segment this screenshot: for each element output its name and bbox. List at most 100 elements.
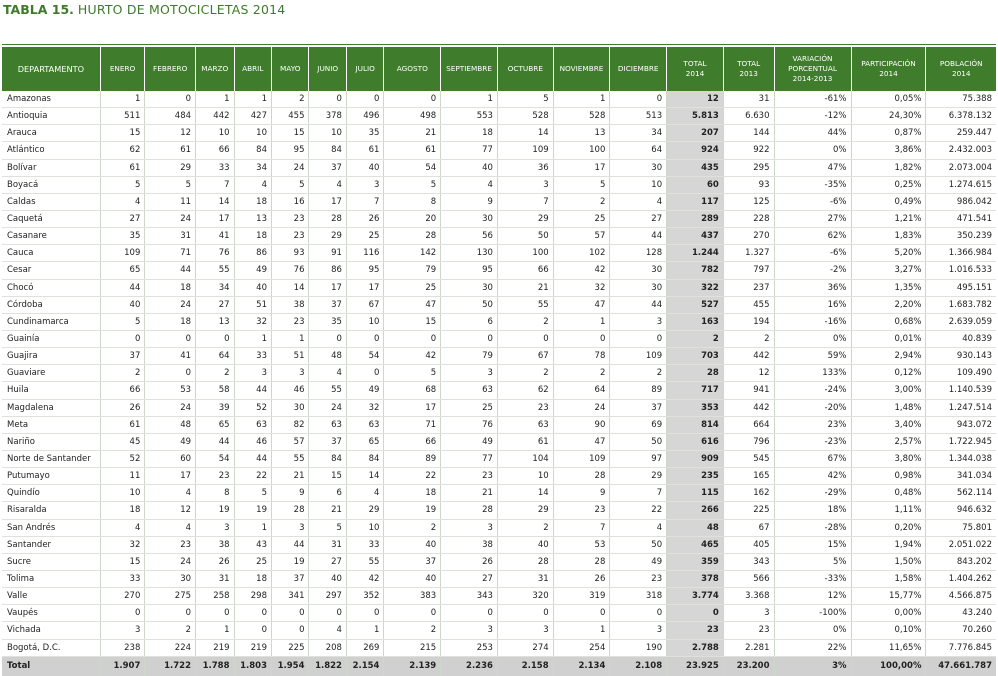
table-cell: 289: [666, 210, 724, 229]
table-cell: 6: [440, 313, 498, 331]
motorcycle-theft-table: DEPARTAMENTO ENERO FEBRERO MARZO ABRIL MAYO JU…: [2, 47, 996, 676]
table-row: Sucre 15 24 26 25 19 27 55 37 26 28 28 49 359 343 5% 1,5…: [2, 553, 996, 571]
table-cell: -35%: [774, 176, 852, 194]
table-cell: 0,49%: [851, 193, 927, 211]
table-cell: 22: [383, 467, 442, 486]
table-cell: -29%: [774, 484, 852, 503]
table-cell: 31: [723, 91, 775, 109]
table-cell: 2,94%: [851, 347, 927, 366]
department-cell: Arauca: [2, 124, 101, 143]
table-cell: 0,01%: [851, 330, 927, 349]
table-cell: -28%: [774, 519, 852, 537]
table-cell: 1.803: [234, 655, 273, 676]
table-cell: 322: [666, 279, 724, 297]
table-row: Casanare 35 31 41 18 23 29 25 28 56 50 57 44 437 270 62…: [2, 227, 996, 246]
table-cell: 1,48%: [851, 399, 927, 417]
table-cell: 37: [308, 433, 347, 451]
table-cell: 2: [609, 364, 668, 383]
table-cell: -6%: [774, 193, 852, 211]
table-cell: 82: [271, 416, 310, 434]
table-cell: 62%: [774, 227, 852, 246]
table-cell: 31: [144, 227, 197, 246]
table-cell: 39: [195, 399, 235, 417]
table-cell: 26: [346, 210, 385, 229]
table-cell: 29: [346, 501, 385, 520]
table-cell: 0: [195, 604, 235, 623]
table-cell: 254: [553, 639, 611, 657]
table-cell: 41: [144, 347, 197, 366]
table-cell: 941: [723, 381, 775, 400]
table-cell: 130: [440, 244, 498, 263]
table-cell: 22%: [774, 639, 852, 657]
table-cell: 238: [100, 639, 146, 657]
table-cell: 4: [609, 519, 668, 537]
table-row: Meta 61 48 65 63 82 63 63 71 76 63 90 69 814 664 23% 3,4…: [2, 416, 996, 434]
table-cell: 24: [553, 399, 611, 417]
table-cell: 219: [195, 639, 235, 657]
table-cell: 2: [553, 364, 611, 383]
table-cell: 10: [497, 467, 554, 486]
table-cell: 1: [234, 519, 273, 537]
table-cell: 455: [723, 296, 775, 314]
table-cell: 943.072: [925, 416, 996, 434]
table-cell: 0: [308, 91, 347, 109]
table-cell: 27: [440, 570, 498, 589]
table-cell: 7.776.845: [925, 639, 996, 657]
table-cell: 266: [666, 501, 724, 520]
table-cell: 17: [383, 399, 442, 417]
table-row: Amazonas 1 0 1 1 2 0 0 0 1 5 1 0 12 31 -61% 0,05% 75.388: [2, 91, 996, 109]
column-header: PARTICIPACIÓN 2014: [851, 47, 927, 91]
table-cell: 61: [497, 433, 554, 451]
table-cell: 42%: [774, 467, 852, 486]
table-cell: 2,20%: [851, 296, 927, 314]
table-cell: 3: [497, 176, 554, 194]
table-cell: 48: [666, 519, 724, 537]
table-cell: 30: [440, 210, 498, 229]
title-rule: [2, 44, 996, 45]
table-row: Guaviare 2 0 2 3 3 4 0 5 3 2 2 2 28 12 133% 0,12% 109.490: [2, 364, 996, 383]
table-cell: 0: [308, 604, 347, 623]
table-cell: 2: [383, 621, 442, 640]
table-cell: 49: [346, 381, 385, 400]
table-cell: 0,00%: [851, 604, 927, 623]
table-cell: 0: [383, 604, 442, 623]
department-cell: Tolima: [2, 570, 101, 589]
table-title-text: HURTO DE MOTOCICLETAS 2014: [77, 2, 286, 17]
table-cell: 29: [144, 159, 197, 177]
table-cell: 4: [144, 484, 197, 503]
department-cell: Bolívar: [2, 159, 101, 177]
table-cell: 50: [609, 433, 668, 451]
column-header: ABRIL: [234, 47, 273, 91]
table-cell: 0: [609, 604, 668, 623]
table-cell: 553: [440, 107, 498, 126]
table-cell: 61: [100, 159, 146, 177]
table-cell: 3: [271, 519, 310, 537]
table-cell: 1.327: [723, 244, 775, 263]
table-cell: 75.388: [925, 91, 996, 109]
table-cell: 1.907: [100, 655, 146, 676]
table-cell: 3: [100, 621, 146, 640]
table-cell: 35: [308, 313, 347, 331]
table-cell: 26: [195, 553, 235, 571]
table-cell: 61: [346, 141, 385, 160]
table-cell: 21: [308, 501, 347, 520]
table-cell: 63: [308, 416, 347, 434]
table-cell: 42: [553, 261, 611, 280]
table-cell: 1,83%: [851, 227, 927, 246]
table-cell: 4: [100, 193, 146, 211]
table-cell: 44: [271, 536, 310, 554]
table-cell: 4: [308, 176, 347, 194]
table-cell: 60: [666, 176, 724, 194]
column-header: ENERO: [100, 47, 146, 91]
table-cell: 18: [234, 193, 273, 211]
table-cell: 0: [234, 604, 273, 623]
table-cell: 68: [383, 381, 442, 400]
table-cell: 1: [553, 91, 611, 109]
table-cell: 343: [440, 587, 498, 606]
table-cell: 24,30%: [851, 107, 927, 126]
department-cell: Huila: [2, 381, 101, 400]
table-cell: 79: [383, 261, 442, 280]
table-cell: 717: [666, 381, 724, 400]
table-cell: 0: [609, 330, 668, 349]
table-cell: 47: [553, 296, 611, 314]
